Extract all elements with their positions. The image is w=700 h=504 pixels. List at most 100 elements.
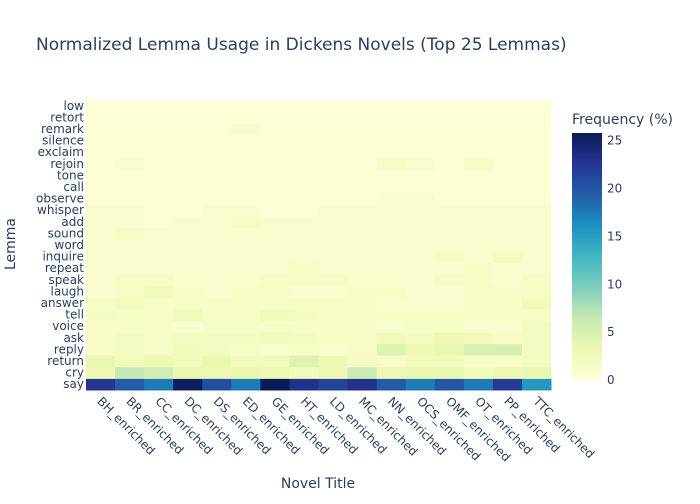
- heatmap-cell: [347, 378, 378, 391]
- heatmap-cell: [463, 169, 494, 182]
- heatmap-cell: [405, 181, 436, 194]
- heatmap-cell: [463, 285, 494, 298]
- heatmap-cell: [231, 308, 261, 321]
- heatmap-cell: [289, 216, 319, 229]
- heatmap-cell: [231, 100, 261, 113]
- heatmap-cell: [521, 111, 552, 124]
- y-tick-label: word: [55, 238, 85, 252]
- heatmap-cell: [144, 134, 174, 147]
- y-tick-label: answer: [41, 296, 84, 310]
- heatmap-cell: [231, 239, 261, 252]
- heatmap-cell: [202, 123, 232, 136]
- heatmap-cell: [86, 250, 116, 263]
- heatmap-cell: [318, 181, 349, 194]
- heatmap-cell: [231, 227, 261, 240]
- heatmap-cell: [376, 250, 407, 263]
- heatmap-cell: [492, 366, 523, 379]
- heatmap-cell: [231, 169, 261, 182]
- heatmap-cell: [260, 146, 290, 159]
- x-tick-labels: BH_enrichedBR_enrichedCC_enrichedDC_enri…: [94, 394, 597, 465]
- heatmap-cell: [144, 285, 174, 298]
- heatmap-cell: [202, 227, 232, 240]
- heatmap-cell: [434, 378, 465, 391]
- heatmap-cell: [231, 355, 261, 368]
- heatmap-cell: [86, 227, 116, 240]
- colorbar: [572, 133, 602, 380]
- heatmap-cell: [86, 366, 116, 379]
- heatmap-cell: [289, 100, 319, 113]
- heatmap-cell: [463, 192, 494, 205]
- heatmap-cell: [173, 308, 203, 321]
- heatmap-cell: [115, 285, 145, 298]
- heatmap-cell: [231, 216, 261, 229]
- heatmap-cell: [231, 146, 261, 159]
- heatmap-cell: [202, 297, 232, 310]
- heatmap-cell: [144, 181, 174, 194]
- heatmap-cell: [521, 169, 552, 182]
- heatmap-cell: [144, 366, 174, 379]
- heatmap-cell: [289, 274, 319, 287]
- heatmap-cell: [463, 158, 494, 171]
- heatmap-cell: [86, 320, 116, 333]
- heatmap-cell: [376, 308, 407, 321]
- heatmap-cell: [521, 100, 552, 113]
- heatmap-cell: [202, 181, 232, 194]
- heatmap-cell: [231, 134, 261, 147]
- heatmap-cell: [115, 320, 145, 333]
- heatmap-cell: [405, 111, 436, 124]
- heatmap-cell: [463, 262, 494, 275]
- heatmap-cell: [376, 366, 407, 379]
- heatmap-cell: [463, 146, 494, 159]
- heatmap-cell: [289, 134, 319, 147]
- heatmap-cell: [260, 378, 290, 391]
- heatmap-cell: [173, 378, 203, 391]
- heatmap-cell: [521, 320, 552, 333]
- heatmap-cell: [202, 262, 232, 275]
- heatmap-cell: [434, 181, 465, 194]
- heatmap-cell: [492, 332, 523, 345]
- heatmap-cell: [492, 134, 523, 147]
- heatmap-cell: [173, 134, 203, 147]
- heatmap-cell: [434, 204, 465, 217]
- heatmap-cell: [405, 285, 436, 298]
- heatmap-cell: [434, 192, 465, 205]
- heatmap-cell: [289, 250, 319, 263]
- heatmap-cell: [521, 134, 552, 147]
- heatmap-cell: [202, 100, 232, 113]
- colorbar-title: Frequency (%): [572, 112, 673, 128]
- heatmap-cell: [144, 343, 174, 356]
- heatmap-cell: [318, 332, 349, 345]
- heatmap-cell: [202, 285, 232, 298]
- heatmap-cell: [115, 250, 145, 263]
- heatmap-cell: [463, 204, 494, 217]
- heatmap-cell: [434, 366, 465, 379]
- heatmap-cell: [202, 134, 232, 147]
- heatmap-cell: [86, 308, 116, 321]
- y-tick-label: whisper: [37, 203, 84, 217]
- heatmap-cell: [144, 204, 174, 217]
- heatmap-cell: [173, 297, 203, 310]
- heatmap-cell: [260, 134, 290, 147]
- heatmap-cell: [115, 366, 145, 379]
- heatmap-cell: [434, 111, 465, 124]
- heatmap-cell: [260, 320, 290, 333]
- heatmap-cell: [405, 204, 436, 217]
- heatmap-cell: [260, 158, 290, 171]
- heatmap-cell: [231, 181, 261, 194]
- heatmap-cell: [347, 274, 378, 287]
- heatmap-cell: [202, 158, 232, 171]
- heatmap-cell: [115, 297, 145, 310]
- y-tick-label: cry: [65, 366, 84, 380]
- heatmap-cell: [521, 355, 552, 368]
- x-axis-title: Novel Title: [281, 476, 355, 492]
- heatmap-cell: [376, 111, 407, 124]
- heatmap-cell: [463, 343, 494, 356]
- heatmap-cell: [144, 227, 174, 240]
- heatmap-cell: [434, 250, 465, 263]
- heatmap-cell: [347, 285, 378, 298]
- heatmap-cell: [463, 181, 494, 194]
- heatmap-cell: [202, 308, 232, 321]
- heatmap-cell: [376, 378, 407, 391]
- heatmap-cell: [289, 158, 319, 171]
